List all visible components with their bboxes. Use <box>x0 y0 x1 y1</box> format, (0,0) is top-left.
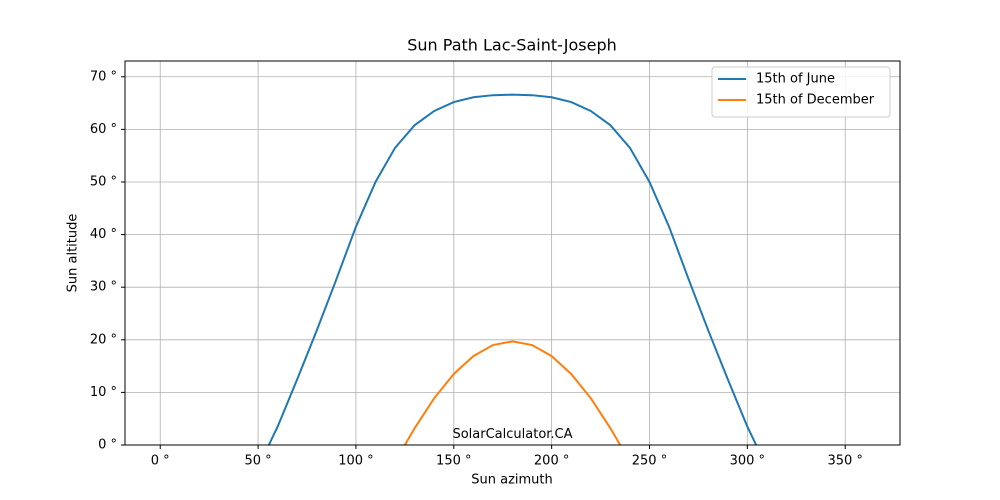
data-line <box>267 93 758 446</box>
y-tick-label: 20 ° <box>90 332 117 347</box>
y-tick-label: 30 ° <box>90 280 117 295</box>
x-tick-label: 0 ° <box>151 454 170 469</box>
annotation: SolarCalculator.CA <box>452 427 572 442</box>
y-tick-label: 10 ° <box>90 385 117 400</box>
legend-label: 15th of June <box>756 72 835 87</box>
legend-box <box>711 66 891 118</box>
y-tick-label: 50 ° <box>90 174 117 189</box>
x-tick-label: 250 ° <box>632 454 667 469</box>
y-tick-label: 70 ° <box>90 69 117 84</box>
x-tick-label: 200 ° <box>534 454 569 469</box>
plot-frame <box>124 60 901 446</box>
y-tick-label: 60 ° <box>90 122 117 137</box>
x-tick-label: 100 ° <box>338 454 373 469</box>
x-tick-label: 50 ° <box>244 454 271 469</box>
data-line <box>403 340 622 446</box>
y-tick-label: 40 ° <box>90 227 117 242</box>
y-axis-label: Sun altitude <box>66 214 81 293</box>
chart-title: Sun Path Lac-Saint-Joseph <box>407 36 617 55</box>
y-tick-label: 0 ° <box>98 438 117 453</box>
x-axis-label: Sun azimuth <box>471 473 553 488</box>
legend-label: 15th of December <box>756 93 875 108</box>
x-tick-label: 350 ° <box>827 454 862 469</box>
x-tick-label: 300 ° <box>730 454 765 469</box>
x-tick-label: 150 ° <box>436 454 471 469</box>
